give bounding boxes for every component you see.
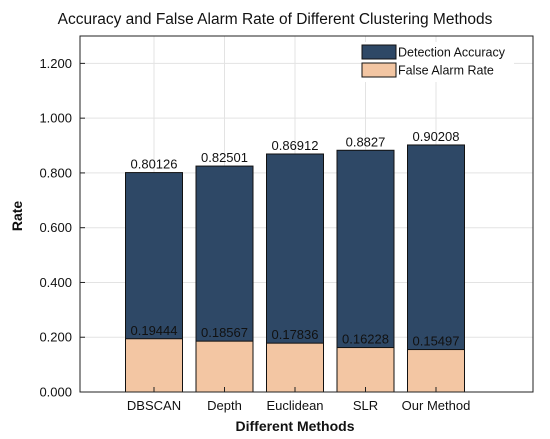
y-tick-label: 1.200 <box>39 56 72 71</box>
x-axis-label: Different Methods <box>236 418 355 434</box>
legend: Detection Accuracy False Alarm Rate <box>361 42 514 82</box>
accuracy-data-label: 0.82501 <box>201 150 248 165</box>
x-tick-label: Our Method <box>402 398 471 413</box>
false-alarm-data-label: 0.15497 <box>413 334 460 349</box>
false-alarm-data-label: 0.19444 <box>131 323 178 338</box>
accuracy-data-label: 0.8827 <box>346 134 386 149</box>
chart-title: Accuracy and False Alarm Rate of Differe… <box>58 11 493 28</box>
false-alarm-bar <box>266 342 324 393</box>
x-tick-label: SLR <box>353 398 378 413</box>
false-alarm-data-label: 0.18567 <box>201 325 248 340</box>
false-alarm-bar <box>125 338 183 393</box>
y-tick-label: 0.800 <box>39 165 72 180</box>
plot-frame <box>79 35 534 393</box>
legend-label-accuracy: Detection Accuracy <box>398 46 506 60</box>
accuracy-data-label: 0.86912 <box>272 138 319 153</box>
legend-swatch-false-alarm <box>361 62 397 78</box>
legend-swatch-accuracy <box>361 44 397 60</box>
false-alarm-bar <box>336 347 395 393</box>
legend-label-false-alarm: False Alarm Rate <box>398 64 494 78</box>
x-tick-label: Euclidean <box>266 398 323 413</box>
false-alarm-data-label: 0.16228 <box>342 332 389 347</box>
axes: 0.000 0.200 0.400 0.600 0.800 1.000 1.200 DBSCA… <box>39 35 534 413</box>
x-tick-label: DBSCAN <box>127 398 181 413</box>
y-tick-label: 1.000 <box>39 111 72 126</box>
false-alarm-data-label: 0.17836 <box>272 327 319 342</box>
accuracy-data-label: 0.80126 <box>131 157 178 172</box>
y-tick-label: 0.600 <box>39 220 72 235</box>
y-axis-label: Rate <box>9 201 25 232</box>
false-alarm-bar <box>195 340 254 393</box>
y-tick-label: 0.200 <box>39 330 72 345</box>
y-tick-label: 0.000 <box>39 385 72 400</box>
y-tick-label: 0.400 <box>39 275 72 290</box>
bars: 0.80126 0.82501 0.86912 0.8827 0.90208 0.1944… <box>125 129 465 393</box>
x-tick-label: Depth <box>207 398 242 413</box>
accuracy-data-label: 0.90208 <box>413 129 460 144</box>
false-alarm-bar <box>407 349 465 393</box>
